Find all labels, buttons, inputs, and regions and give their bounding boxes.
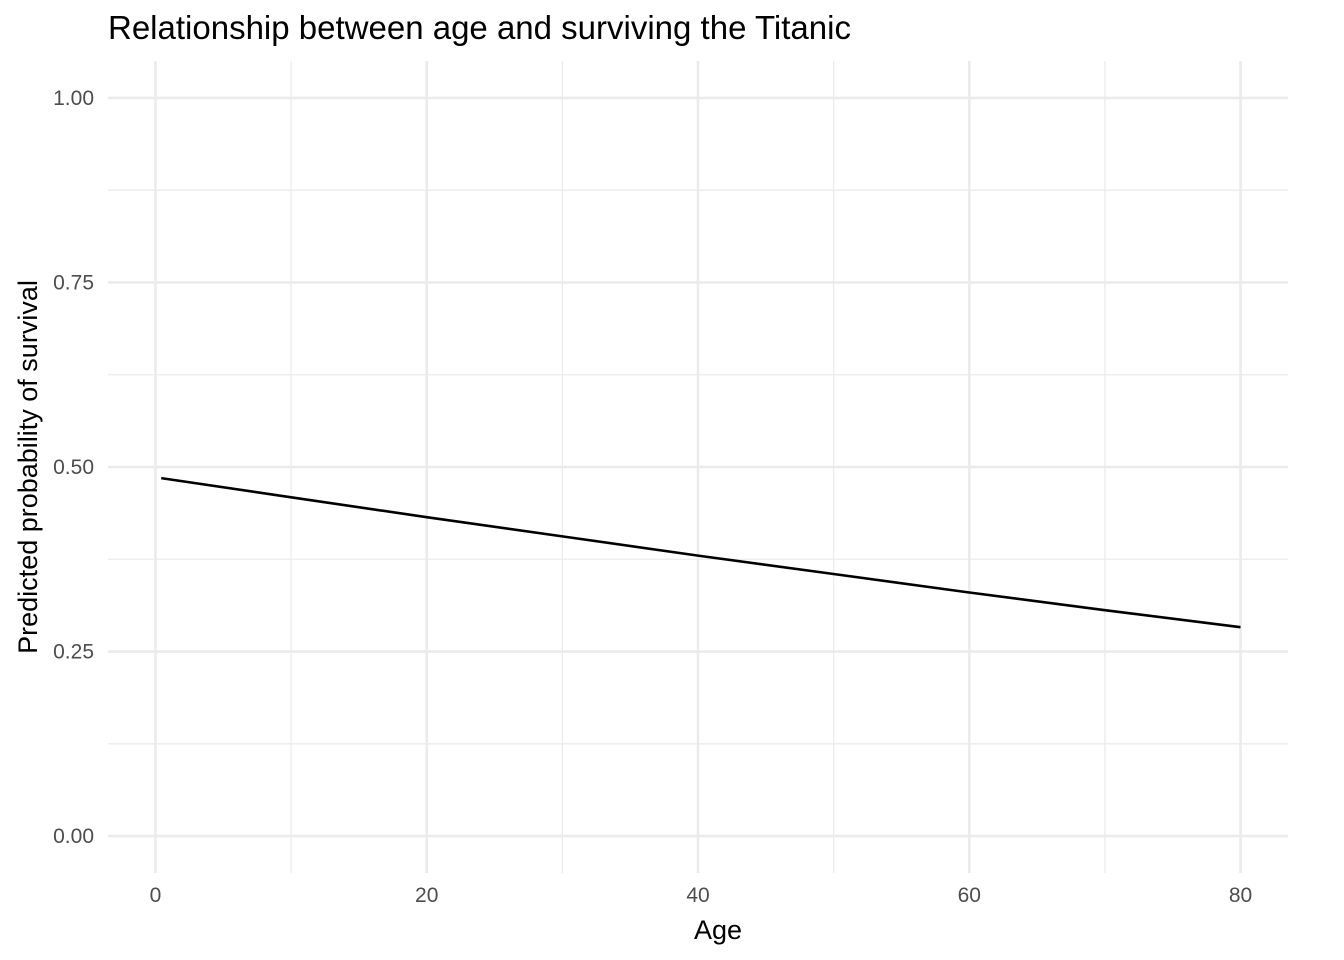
x-tick-label: 0 (150, 884, 162, 907)
x-axis-title: Age (694, 915, 742, 945)
x-tick-label: 80 (1229, 884, 1252, 907)
x-tick-label: 20 (415, 884, 438, 907)
chart-title: Relationship between age and surviving t… (108, 9, 851, 46)
series-layer (161, 476, 1241, 629)
y-axis-title: Predicted probability of survival (13, 280, 43, 654)
x-tick-label: 40 (686, 884, 709, 907)
y-tick-label: 0.75 (53, 271, 94, 294)
y-tick-label: 0.00 (53, 825, 94, 848)
tick-labels: 0 20 40 60 80 0.00 0.25 0.50 0.75 1.00 (53, 87, 1252, 907)
series-line (161, 476, 1241, 629)
x-tick-label: 60 (958, 884, 981, 907)
y-tick-label: 0.25 (53, 641, 94, 664)
y-tick-label: 0.50 (53, 456, 94, 479)
y-tick-label: 1.00 (53, 87, 94, 110)
grid (108, 61, 1288, 873)
